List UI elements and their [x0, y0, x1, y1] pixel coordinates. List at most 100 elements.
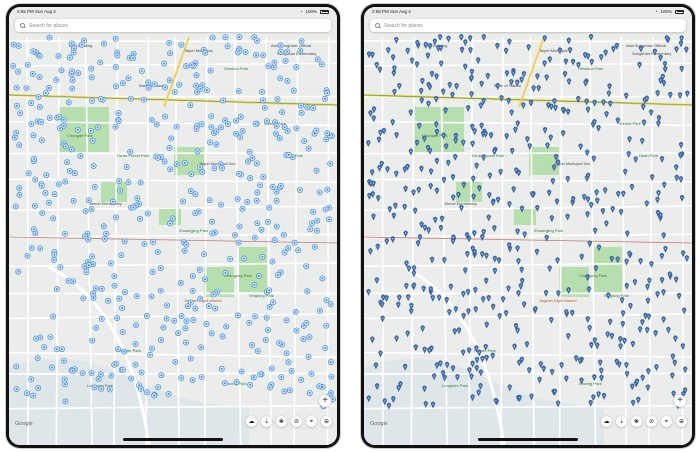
- zoom-in-button[interactable]: +: [674, 395, 686, 407]
- home-indicator[interactable]: [478, 438, 578, 441]
- observation-marker: [36, 53, 43, 60]
- map-label: Chengong Park: [579, 273, 607, 278]
- location-pin-icon[interactable]: ⌖: [306, 416, 317, 427]
- observation-pin: [593, 265, 599, 273]
- observation-marker: [28, 244, 35, 251]
- search-bar[interactable]: [15, 19, 331, 32]
- observation-marker: [222, 34, 229, 41]
- observation-pin: [679, 194, 685, 202]
- locate-me-icon[interactable]: ⊕: [676, 416, 687, 427]
- observation-marker: [173, 161, 180, 168]
- satellite-icon[interactable]: ⊘: [291, 416, 302, 427]
- observation-pin: [557, 47, 563, 55]
- observation-marker: [35, 385, 42, 392]
- observation-pin: [448, 283, 454, 291]
- observation-pin: [645, 384, 651, 392]
- observation-marker: [235, 88, 242, 95]
- observation-marker: [24, 252, 31, 259]
- observation-pin: [615, 256, 620, 264]
- observation-pin: [589, 201, 594, 209]
- search-input[interactable]: [384, 22, 660, 29]
- observation-pin: [411, 282, 417, 290]
- observation-marker: [28, 120, 35, 127]
- observation-marker: [157, 265, 164, 272]
- observation-marker: [130, 55, 136, 62]
- paw-icon[interactable]: ❀: [276, 416, 287, 427]
- observation-marker: [80, 295, 87, 302]
- observation-marker: [127, 148, 134, 155]
- observation-marker: [264, 118, 270, 124]
- observation-pin: [419, 97, 424, 105]
- satellite-icon[interactable]: ⊘: [646, 416, 657, 427]
- map-label: Longmen Park: [442, 383, 468, 388]
- observation-marker: [208, 113, 215, 120]
- observation-pin: [534, 248, 540, 256]
- street: [364, 313, 692, 320]
- observation-marker: [323, 297, 330, 303]
- observation-pin: [371, 106, 377, 114]
- observation-pin: [543, 289, 549, 297]
- observation-pin: [377, 66, 383, 74]
- observation-pin: [420, 325, 425, 333]
- locate-me-icon[interactable]: ⊕: [321, 416, 332, 427]
- observation-marker: [253, 197, 260, 204]
- metro-line: [9, 236, 337, 244]
- observation-pin: [391, 212, 396, 220]
- observation-marker: [236, 223, 243, 230]
- observation-marker: [70, 278, 77, 285]
- map-label: Wanhua Park: [579, 66, 603, 71]
- observation-pin: [391, 396, 396, 404]
- observation-marker: [249, 342, 255, 348]
- observation-marker: [65, 277, 72, 284]
- observation-pin: [422, 385, 427, 393]
- observation-marker: [298, 38, 305, 44]
- observation-pin: [542, 60, 547, 68]
- cloud-icon[interactable]: ☁: [601, 416, 612, 427]
- observation-pin: [404, 282, 409, 290]
- observation-marker: [305, 145, 312, 152]
- cloud-icon[interactable]: ☁: [246, 416, 257, 427]
- observation-pin: [396, 384, 401, 392]
- pressure-icon[interactable]: ⇣: [261, 416, 272, 427]
- location-pin-icon[interactable]: ⌖: [661, 416, 672, 427]
- observation-pin: [509, 109, 514, 117]
- observation-pin: [645, 297, 651, 305]
- observation-pin: [453, 153, 458, 161]
- observation-pin: [519, 266, 524, 274]
- observation-pin: [632, 279, 638, 286]
- observation-marker: [132, 341, 139, 347]
- pressure-icon[interactable]: ⇣: [616, 416, 627, 427]
- search-bar[interactable]: [370, 19, 686, 32]
- zoom-in-button[interactable]: +: [319, 395, 331, 407]
- observation-pin: [473, 306, 478, 314]
- observation-pin: [655, 90, 660, 98]
- observation-pin: [585, 149, 590, 157]
- search-input[interactable]: [29, 22, 305, 29]
- observation-marker: [57, 264, 64, 271]
- observation-pin: [646, 313, 652, 321]
- paw-icon[interactable]: ❀: [631, 416, 642, 427]
- observation-pin: [548, 134, 553, 142]
- battery-icon: [320, 9, 329, 14]
- home-indicator[interactable]: [123, 438, 223, 441]
- observation-marker: [100, 223, 107, 230]
- observation-marker: [37, 245, 44, 252]
- observation-pin: [493, 397, 498, 405]
- observation-pin: [461, 290, 466, 298]
- map-label: Zhuangjing Park: [179, 228, 208, 233]
- observation-pin: [517, 359, 522, 367]
- observation-marker: [111, 273, 118, 280]
- observation-marker: [308, 370, 315, 377]
- observation-pin: [370, 336, 375, 344]
- observation-marker: [13, 129, 20, 136]
- observation-marker: [171, 317, 178, 324]
- observation-marker: [285, 359, 292, 366]
- observation-marker: [154, 248, 161, 255]
- park-area: [456, 182, 482, 202]
- observation-marker: [201, 251, 207, 258]
- observation-pin: [660, 73, 665, 81]
